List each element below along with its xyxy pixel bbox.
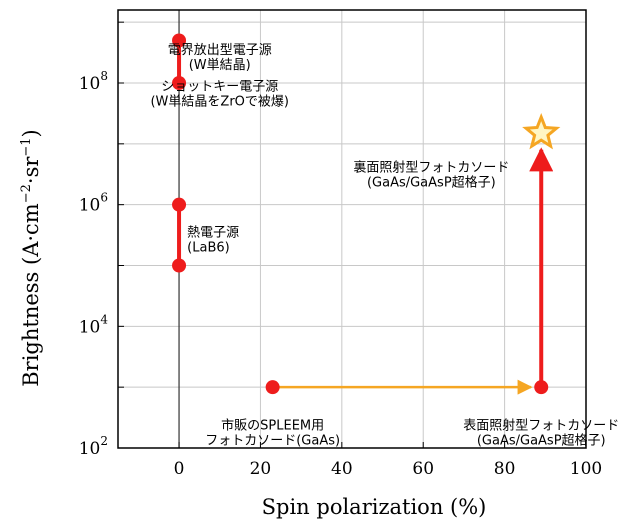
tick-labels: 0 20 40 60 80 100 102 104 106 108 bbox=[79, 21, 602, 479]
annotation-label: ショットキー電子源(W単結晶をZrOで被爆) bbox=[150, 80, 288, 110]
annotations: 電界放出型電子源(W単結晶) ショットキー電子源(W単結晶をZrOで被爆) 熱電子源… bbox=[150, 43, 619, 449]
circle-point bbox=[172, 197, 187, 212]
x-tick-label: 100 bbox=[570, 459, 602, 479]
star-point bbox=[522, 113, 561, 150]
x-tick-label: 0 bbox=[174, 459, 185, 479]
annotation-label: 電界放出型電子源(W単結晶) bbox=[168, 43, 272, 73]
x-tick-label: 40 bbox=[331, 459, 353, 479]
annotation-label: 表面照射型フォトカソード(GaAs/GaAsP超格子) bbox=[463, 418, 619, 449]
circle-point bbox=[172, 258, 187, 273]
circle-point bbox=[172, 33, 187, 48]
y-tick-label: 106 bbox=[79, 191, 108, 216]
arrows bbox=[272, 147, 554, 395]
circle-point bbox=[172, 76, 187, 90]
x-axis-title: Spin polarization (%) bbox=[262, 495, 487, 519]
y-tick-label: 102 bbox=[79, 434, 108, 459]
y-axis-title: Brightness (A·cm−2·sr−1) bbox=[19, 129, 43, 387]
plot-frame bbox=[117, 9, 587, 449]
circle-point bbox=[265, 380, 280, 395]
circle-point bbox=[534, 380, 549, 395]
annotation-label: 市販のSPLEEM用フォトカソード(GaAs) bbox=[205, 418, 340, 449]
x-tick-label: 20 bbox=[250, 459, 272, 479]
annotation-label: 裏面照射型フォトカソード(GaAs/GaAsP超格子) bbox=[353, 160, 509, 191]
annotation-label: 熱電子源(LaB6) bbox=[187, 225, 239, 255]
y-tick-label: 104 bbox=[79, 312, 109, 337]
x-tick-label: 80 bbox=[494, 459, 516, 479]
y-tick-label: 108 bbox=[79, 69, 108, 94]
data-points bbox=[172, 33, 561, 395]
x-tick-label: 60 bbox=[412, 459, 434, 479]
